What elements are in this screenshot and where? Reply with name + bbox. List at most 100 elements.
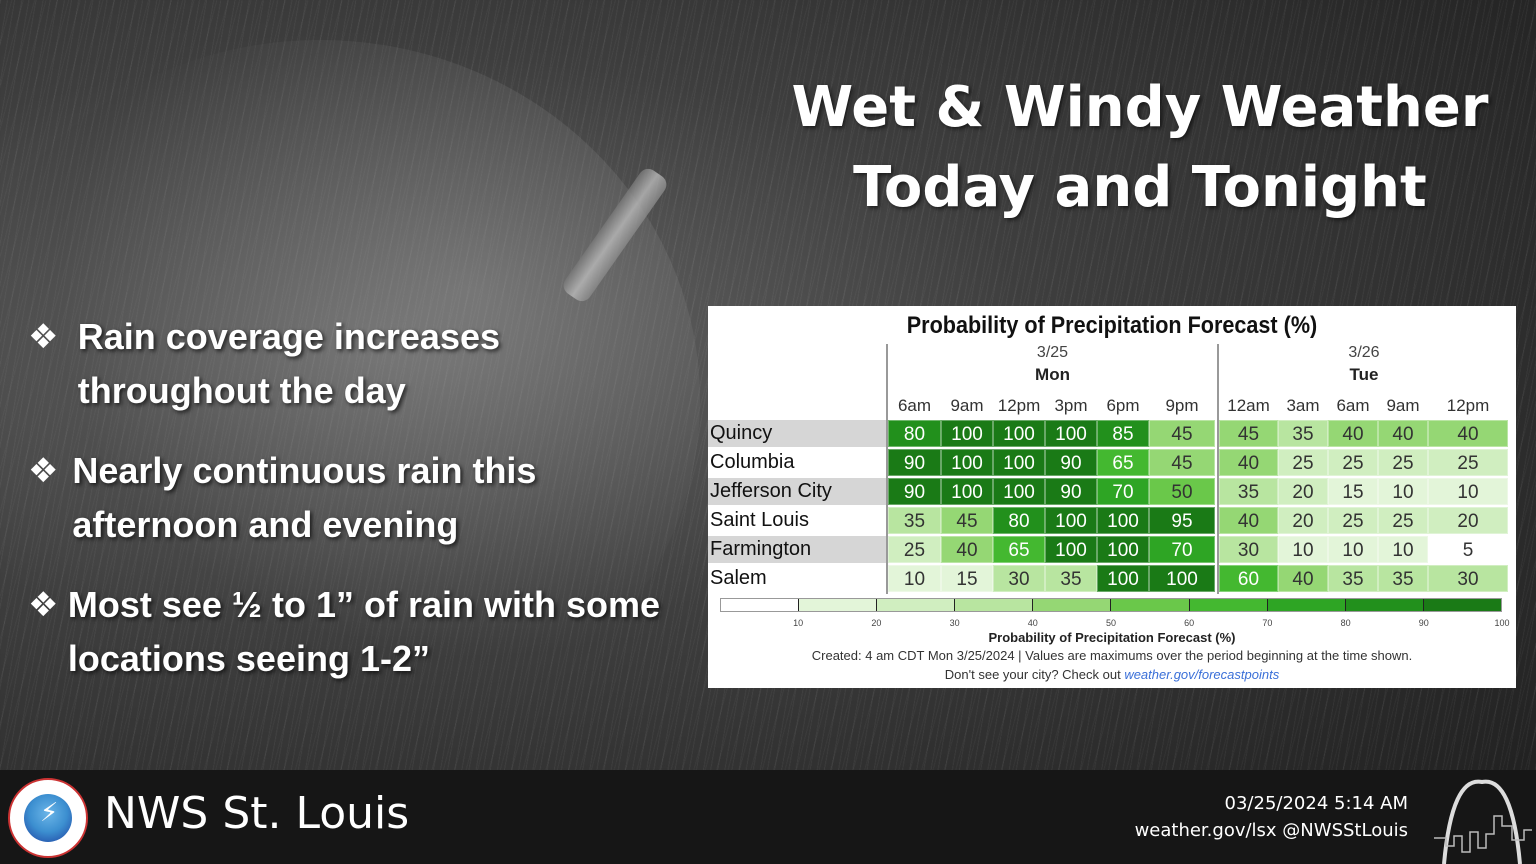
pop-cell: 10 xyxy=(1278,536,1328,563)
pop-cell: 90 xyxy=(888,449,941,476)
colorbar-tick: 20 xyxy=(871,618,882,628)
time-header: 12pm xyxy=(997,396,1041,415)
bullet-text: Rain coverage increases throughout the d… xyxy=(77,316,501,411)
colorbar-segment xyxy=(1345,599,1424,611)
day-divider xyxy=(886,344,888,594)
time-header: 9am xyxy=(1386,396,1420,415)
colorbar-tick: 80 xyxy=(1340,618,1351,628)
time-header: 3am xyxy=(1286,396,1320,415)
pop-cell: 65 xyxy=(1097,449,1149,476)
pop-cell: 45 xyxy=(1219,420,1278,447)
bullet-list: ❖ Rain coverage increases throughout the… xyxy=(28,310,688,712)
pop-cell: 90 xyxy=(1045,449,1097,476)
pop-cell: 40 xyxy=(1219,449,1278,476)
colorbar-segment xyxy=(1423,599,1501,611)
location-label: Saint Louis xyxy=(710,509,809,531)
umbrella-background xyxy=(0,40,700,760)
pop-cell: 20 xyxy=(1428,507,1508,534)
pop-cell: 60 xyxy=(1219,565,1278,592)
chart-title: Probability of Precipitation Forecast (%… xyxy=(906,312,1318,339)
pop-cell: 45 xyxy=(1149,449,1215,476)
pop-cell: 35 xyxy=(888,507,941,534)
pop-cell: 80 xyxy=(888,420,941,447)
cta-text: Don't see your city? Check out xyxy=(944,667,1125,682)
pop-cell: 30 xyxy=(1219,536,1278,563)
time-header: 9am xyxy=(950,396,984,415)
pop-cell: 15 xyxy=(941,565,993,592)
time-header: 12pm xyxy=(1446,396,1490,415)
colorbar-segment xyxy=(1111,599,1190,611)
day-date: 3/25 xyxy=(1036,344,1069,361)
diamond-bullet-icon: ❖ xyxy=(28,317,59,357)
diamond-bullet-icon: ❖ xyxy=(28,451,59,491)
pop-cell: 15 xyxy=(1328,478,1378,505)
day-divider xyxy=(1217,344,1219,594)
pop-cell: 20 xyxy=(1278,507,1328,534)
pop-cell: 40 xyxy=(1278,565,1328,592)
pop-cell: 35 xyxy=(1278,420,1328,447)
pop-cell: 100 xyxy=(1045,507,1097,534)
pop-cell: 70 xyxy=(1097,478,1149,505)
day-date: 3/26 xyxy=(1348,344,1380,361)
pop-cell: 100 xyxy=(993,420,1045,447)
pop-cell: 35 xyxy=(1378,565,1428,592)
day-header-mon: 3/25 Mon xyxy=(888,344,1217,385)
time-header: 3pm xyxy=(1054,396,1088,415)
colorbar-tick: 40 xyxy=(1027,618,1038,628)
pop-cell: 100 xyxy=(993,478,1045,505)
pop-cell: 20 xyxy=(1278,478,1328,505)
time-header: 12am xyxy=(1227,396,1270,415)
pop-cell: 90 xyxy=(888,478,941,505)
pop-cell: 70 xyxy=(1149,536,1215,563)
pop-cell: 40 xyxy=(941,536,993,563)
colorbar-tick: 90 xyxy=(1418,618,1429,628)
colorbar-segment xyxy=(1189,599,1268,611)
pop-cell: 100 xyxy=(941,449,993,476)
location-label: Jefferson City xyxy=(708,478,886,505)
office-links[interactable]: weather.gov/lsx @NWSStLouis xyxy=(1134,820,1408,841)
day-name: Tue xyxy=(1349,365,1379,384)
colorbar-tick: 50 xyxy=(1105,618,1117,628)
pop-cell: 10 xyxy=(888,565,941,592)
pop-cell: 30 xyxy=(1428,565,1508,592)
location-label: Farmington xyxy=(708,536,886,563)
pop-cell: 10 xyxy=(1428,478,1508,505)
colorbar-tick: 70 xyxy=(1262,618,1273,628)
colorbar-tick: 60 xyxy=(1184,618,1195,628)
footer-info: 03/25/2024 5:14 AM weather.gov/lsx @NWSS… xyxy=(1135,790,1408,844)
colorbar-tick: 100 xyxy=(1494,618,1510,628)
bullet-text: Nearly continuous rain this afternoon an… xyxy=(72,450,537,545)
issued-datetime: 03/25/2024 5:14 AM xyxy=(1224,793,1408,814)
day-name: Mon xyxy=(1035,365,1070,384)
colorbar-segment xyxy=(1033,599,1112,611)
pop-cell: 100 xyxy=(941,420,993,447)
pop-cell: 100 xyxy=(993,449,1045,476)
pop-cell: 100 xyxy=(1045,420,1097,447)
time-header: 6pm xyxy=(1106,396,1140,415)
forecastpoints-link[interactable]: weather.gov/forecastpoints xyxy=(1124,667,1280,682)
time-header: 6am xyxy=(897,396,932,415)
colorbar-tick: 10 xyxy=(793,618,804,628)
colorbar xyxy=(720,598,1502,612)
pop-cell: 5 xyxy=(1428,536,1508,563)
colorbar-segment xyxy=(1267,599,1346,611)
pop-cell: 100 xyxy=(1097,507,1149,534)
colorbar-segment xyxy=(955,599,1034,611)
time-header: 9pm xyxy=(1165,396,1199,415)
pop-cell: 40 xyxy=(1428,420,1508,447)
colorbar-segment xyxy=(877,599,956,611)
pop-cell: 100 xyxy=(1097,536,1149,563)
pop-cell: 85 xyxy=(1097,420,1149,447)
pop-cell: 25 xyxy=(1328,507,1378,534)
bullet-text: Most see ½ to 1” of rain with some locat… xyxy=(67,584,660,679)
pop-cell: 25 xyxy=(1278,449,1328,476)
pop-cell: 40 xyxy=(1378,420,1428,447)
city-cta: Don't see your city? Check out weather.g… xyxy=(708,667,1516,682)
colorbar-segment xyxy=(721,599,800,611)
title-line-1: Wet & Windy Weather xyxy=(791,75,1489,140)
pop-cell: 25 xyxy=(1328,449,1378,476)
pop-cell: 40 xyxy=(1328,420,1378,447)
gateway-arch-skyline-icon xyxy=(1434,779,1532,864)
bullet-item: ❖ Rain coverage increases throughout the… xyxy=(28,310,688,418)
time-header: 6am xyxy=(1336,396,1370,415)
